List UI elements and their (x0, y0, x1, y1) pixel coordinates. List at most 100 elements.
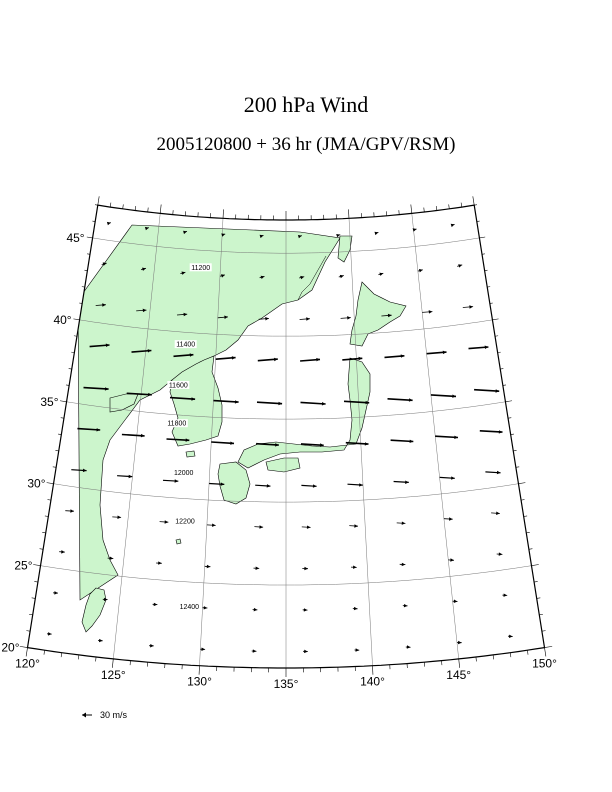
wind-arrow-head (96, 428, 101, 432)
graticule (40, 213, 532, 668)
contour-label-bg (174, 516, 196, 525)
contour-label-bg (189, 263, 212, 272)
wind-arrow-head (496, 511, 500, 515)
wind-arrow-shaft (83, 386, 109, 390)
wind-arrow-head (312, 484, 317, 488)
latitude-label: 35° (40, 395, 58, 409)
wind-arrow-head (278, 401, 283, 406)
wind-arrow-head (230, 441, 234, 445)
wind-arrow-head (54, 591, 58, 595)
longitude-label: 130° (187, 675, 212, 689)
parallel-line (40, 565, 532, 586)
wind-arrow-shaft (213, 399, 239, 403)
wind-arrow-head (418, 269, 423, 273)
wind-arrow-head (408, 398, 413, 402)
wind-arrow-shaft (256, 442, 279, 446)
wind-arrow-head (347, 316, 351, 320)
longitude-label: 150° (532, 657, 557, 671)
longitude-labels: 120° 125° 130° 135° 140° 145° 150° (15, 657, 557, 691)
lat-tick (33, 564, 41, 566)
lat-tick (55, 450, 59, 452)
wind-arrow-shaft (211, 441, 235, 445)
wind-arrow-head (183, 312, 188, 317)
lat-tick (526, 532, 530, 534)
wind-arrow-head (231, 356, 236, 360)
wind-arrow-head (401, 562, 406, 567)
wind-arrow-head (275, 443, 279, 447)
contour-label: 12000 (174, 470, 194, 477)
lon-tick (134, 206, 137, 211)
wind-arrow-head (450, 558, 454, 562)
wind-arrow-head (498, 430, 503, 434)
wind-arrow-head (442, 350, 447, 355)
wind-arrow-head (274, 357, 278, 362)
wind-arrow-shaft (390, 439, 414, 443)
wind-arrow-head (99, 638, 103, 643)
wind-arrow-head (164, 520, 169, 524)
contour-label: 11800 (167, 421, 186, 428)
lon-tick (410, 204, 413, 214)
meridian-line (199, 218, 224, 666)
lon-tick (435, 206, 438, 211)
wind-arrow-shaft (300, 401, 326, 405)
wind-arrow-head (150, 644, 154, 648)
land-masses (77, 224, 407, 633)
wind-arrow-head (61, 550, 65, 554)
wind-arrow-shaft (300, 443, 324, 447)
wind-arrow-head (453, 599, 458, 603)
wind-arrow-head (221, 233, 226, 237)
wind-arrow-head (374, 231, 379, 236)
lat-tick (59, 400, 67, 403)
wind-arrow-head (252, 649, 257, 653)
lat-tick (515, 466, 520, 468)
wind-arrow-head (191, 397, 196, 401)
wind-arrow-head (355, 648, 360, 652)
hokkaido (349, 281, 407, 347)
lon-tick (109, 202, 112, 208)
longitude-label: 145° (446, 668, 471, 682)
wind-arrow-head (297, 235, 302, 239)
wind-arrow-head (387, 313, 392, 318)
wind-arrow-shaft (387, 398, 413, 402)
lat-tick (534, 581, 538, 583)
contour-label: 12400 (180, 604, 200, 611)
lat-tick (502, 384, 507, 386)
wind-legend: 30 m/s (82, 710, 128, 720)
wind-arrow-head (379, 272, 384, 276)
lon-tick (460, 202, 463, 208)
wind-arrow-head (503, 593, 508, 597)
wind-arrow-head (401, 521, 406, 525)
parallel-line (66, 401, 506, 420)
taiwan (81, 587, 107, 633)
wind-arrow-shaft (256, 401, 283, 405)
wind-arrow-head (495, 389, 500, 393)
map-subtitle: 2005120800 + 36 hr (JMA/GPV/RSM) (156, 134, 456, 155)
wind-arrow-head (259, 234, 264, 239)
lat-tick (60, 417, 64, 419)
wind-arrow-head (458, 264, 463, 268)
map-title: 200 hPa Wind (243, 92, 369, 117)
wind-arrow-head (109, 556, 114, 560)
wind-arrow-head (336, 234, 341, 238)
lon-tick (159, 204, 162, 214)
wind-arrow-head (316, 357, 320, 362)
wind-arrow-head (255, 566, 260, 570)
wind-arrow-head (185, 438, 190, 442)
lat-tick (479, 236, 486, 239)
lon-tick (25, 647, 28, 657)
lat-tick (539, 613, 544, 616)
wind-arrow-shaft (166, 438, 190, 442)
wind-arrow-head (300, 275, 305, 280)
wind-arrow-head (449, 517, 453, 521)
wind-arrow-head (183, 230, 187, 235)
wind-arrow-head (266, 484, 271, 488)
wind-arrow-shaft (343, 400, 370, 404)
wind-arrow-head (70, 509, 74, 513)
wind-arrow-head (451, 476, 455, 480)
lon-tick (43, 650, 45, 655)
lat-tick (31, 597, 36, 599)
wind-arrow-head (405, 480, 409, 484)
wind-arrow-shaft (430, 394, 457, 398)
wind-arrow-head (82, 468, 87, 473)
